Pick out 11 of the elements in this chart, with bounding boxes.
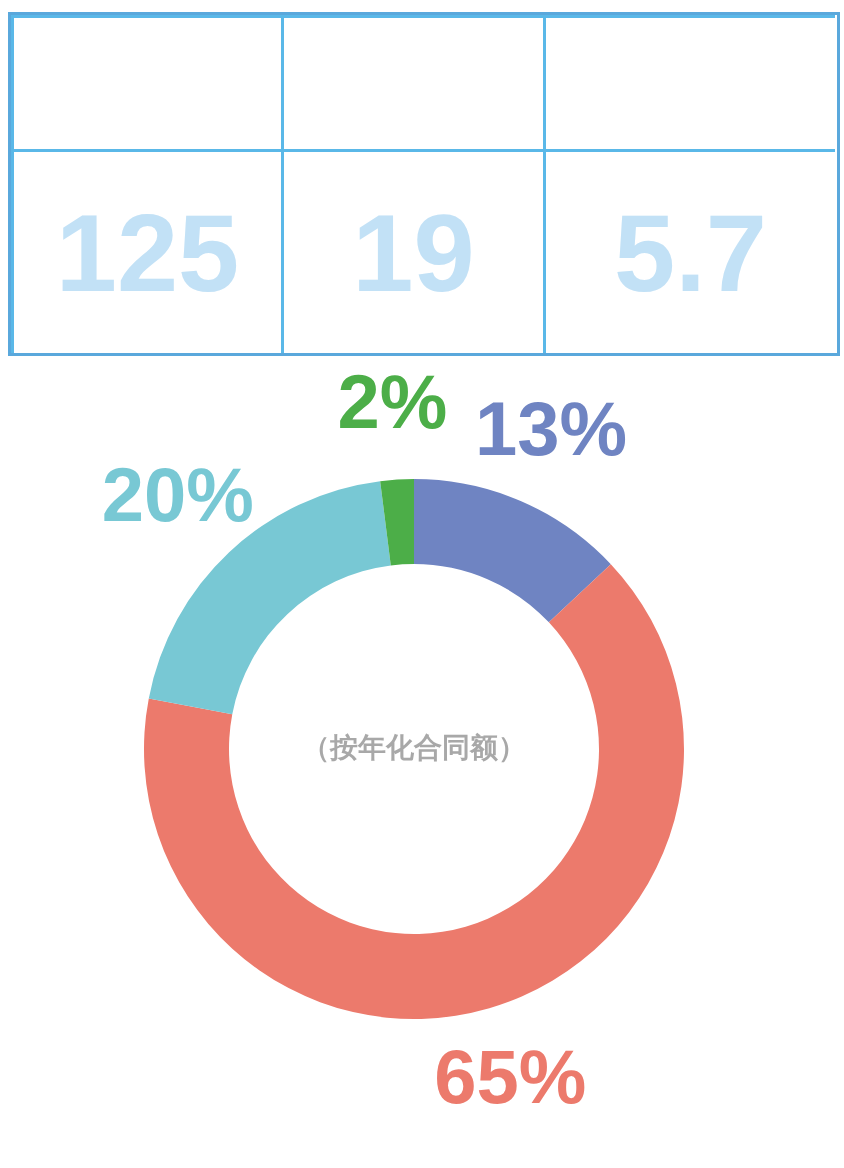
text: 5.7 [543, 149, 835, 353]
text: 125 [11, 149, 281, 353]
donut-slice [380, 479, 414, 566]
text: （按年化合同额） [302, 731, 526, 764]
donut-slice [144, 564, 684, 1019]
data-label: 2% [337, 358, 448, 444]
donut-slice [414, 479, 611, 623]
data-label: 65% [434, 1034, 587, 1120]
data-label: 20% [101, 451, 254, 537]
data-label: 13% [474, 386, 628, 472]
text: 19 [281, 149, 543, 353]
